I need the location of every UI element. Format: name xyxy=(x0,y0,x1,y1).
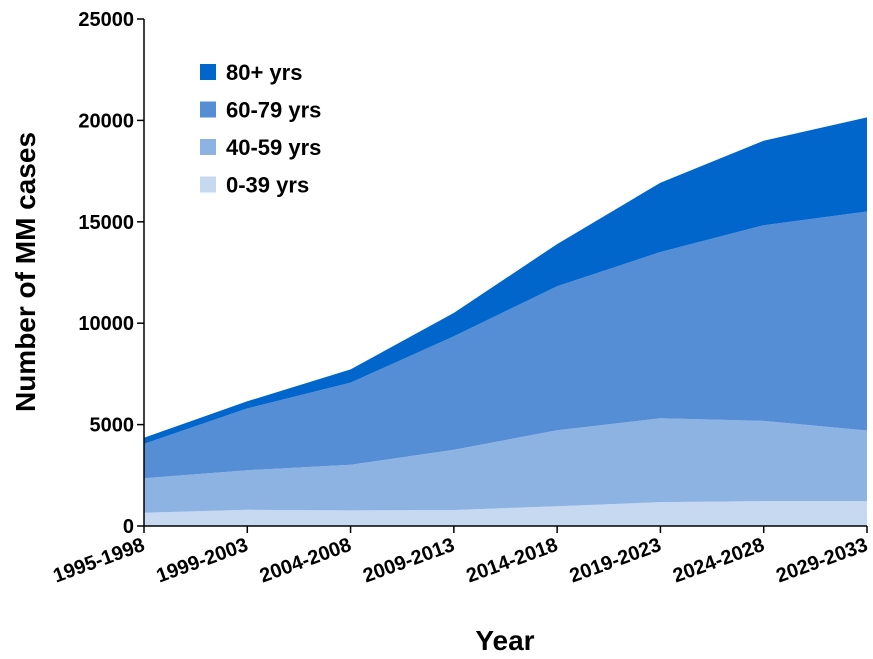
x-axis-ticks: 1995-1998 1999-2003 2004-2008 2009-2013 2014… xyxy=(50,526,871,587)
legend-swatch xyxy=(200,176,216,193)
area-series-2 xyxy=(144,211,867,479)
y-tick-label: 20000 xyxy=(78,110,134,132)
x-axis-title: Year xyxy=(475,625,534,656)
axes xyxy=(143,19,867,527)
legend: 80+ yrs 60-79 yrs 40-59 yrs 0-39 yrs xyxy=(200,60,321,198)
x-tick-label: 2029-2033 xyxy=(773,534,870,587)
x-tick-label: 2009-2013 xyxy=(360,534,457,587)
y-tick-label: 5000 xyxy=(90,415,135,437)
x-tick-label: 1995-1998 xyxy=(50,534,147,587)
legend-swatch xyxy=(200,139,216,155)
x-tick-label: 2004-2008 xyxy=(257,534,354,587)
y-tick-label: 25000 xyxy=(78,9,134,31)
x-tick-label: 1999-2003 xyxy=(154,534,251,587)
x-tick-label: 2024-2028 xyxy=(670,534,767,587)
area-series-3 xyxy=(144,117,867,444)
legend-label: 60-79 yrs xyxy=(226,98,321,123)
x-tick-label: 2019-2023 xyxy=(567,534,664,587)
y-tick-label: 15000 xyxy=(78,212,134,234)
legend-label: 80+ yrs xyxy=(226,60,302,85)
y-axis-title: Number of MM cases xyxy=(10,132,41,412)
area-series-1 xyxy=(144,418,867,513)
y-tick-label: 10000 xyxy=(78,313,134,335)
legend-label: 0-39 yrs xyxy=(226,173,309,198)
area-series-0 xyxy=(144,501,867,526)
legend-swatch xyxy=(200,64,216,80)
area-layers xyxy=(144,117,867,526)
legend-label: 40-59 yrs xyxy=(226,135,321,160)
x-tick-label: 2014-2018 xyxy=(463,534,560,587)
y-axis-ticks: 0 5000 10000 15000 20000 25000 xyxy=(78,9,144,538)
legend-swatch xyxy=(200,101,216,118)
y-tick-label: 0 xyxy=(123,516,134,538)
